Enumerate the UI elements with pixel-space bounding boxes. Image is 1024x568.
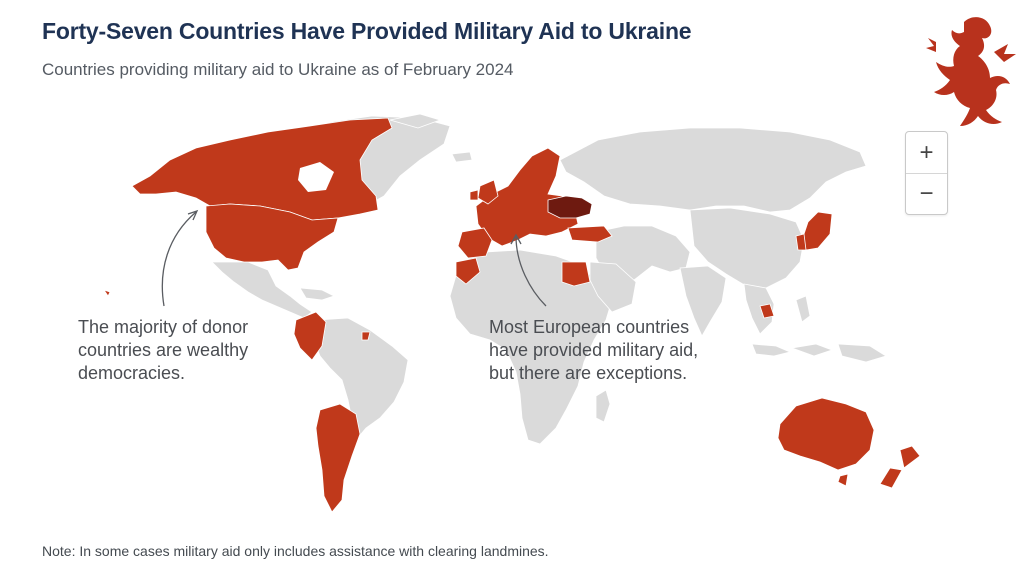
annotation-arrow-left-head bbox=[187, 209, 199, 221]
ukraine-region bbox=[547, 195, 593, 219]
zoom-out-button[interactable]: − bbox=[906, 173, 947, 214]
annotation-arrow-left bbox=[161, 211, 197, 307]
non-donor-countries bbox=[211, 113, 887, 445]
zoom-control: + − bbox=[905, 131, 948, 215]
zoom-in-button[interactable]: + bbox=[919, 138, 934, 166]
annotation-european-exceptions: Most European countries have provided mi… bbox=[489, 317, 699, 383]
map-subtitle: Countries providing military aid to Ukra… bbox=[42, 60, 514, 79]
annotation-wealthy-democracies: The majority of donor countries are weal… bbox=[78, 317, 249, 383]
footnote: Note: In some cases military aid only in… bbox=[42, 543, 549, 559]
annotation-arrow-right-head bbox=[510, 233, 522, 245]
map-title: Forty-Seven Countries Have Provided Mili… bbox=[42, 18, 692, 44]
annotation-arrow-right bbox=[515, 235, 547, 307]
donor-countries bbox=[103, 117, 921, 513]
lion-logo-icon bbox=[926, 17, 1016, 126]
